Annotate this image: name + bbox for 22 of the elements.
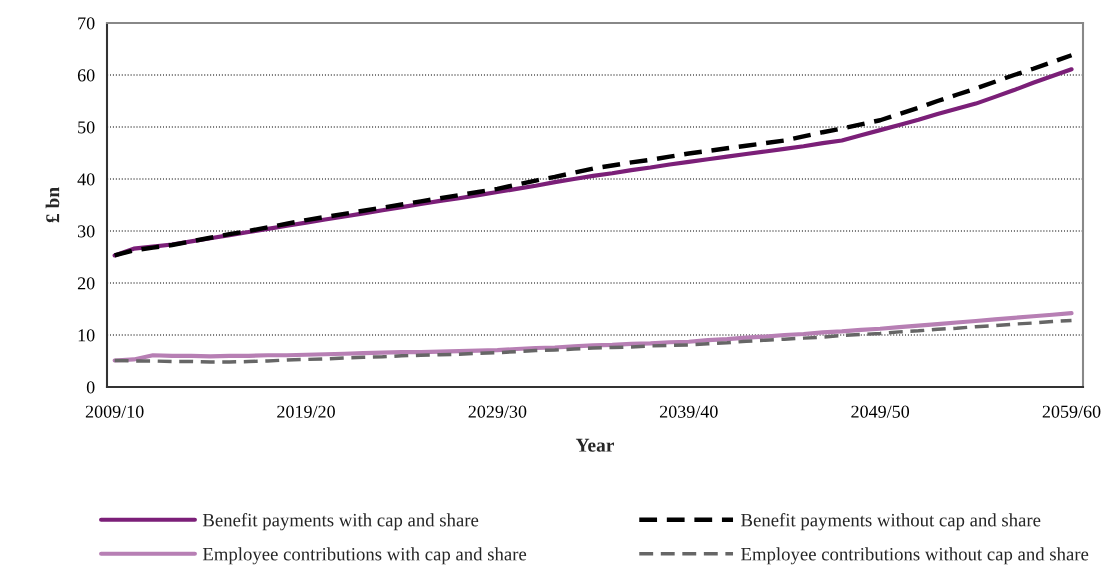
line-series <box>112 318 1074 364</box>
y-tick-label: 10 <box>78 329 95 342</box>
y-tick-label: 0 <box>86 381 95 394</box>
y-tick-label: 70 <box>78 17 95 30</box>
y-axis-title: £ bn <box>45 187 60 223</box>
y-tick-label: 20 <box>77 277 95 290</box>
x-tick-label: 2009/10 <box>85 405 144 418</box>
legend-label: Employee contributions with cap and share <box>202 547 527 565</box>
x-tick-label: 2029/30 <box>468 405 527 418</box>
legend-label: Employee contributions without cap and share <box>741 547 1089 565</box>
x-tick-label: 2049/50 <box>851 405 910 418</box>
legend-label: Benefit payments without cap and share <box>741 513 1041 531</box>
legend-label: Benefit payments with cap and share <box>202 513 479 531</box>
x-tick-label: 2019/20 <box>277 405 335 418</box>
line-series <box>112 311 1074 363</box>
x-tick-label: 2039/40 <box>659 405 718 418</box>
x-tick-label: 2059/60 <box>1042 405 1101 418</box>
y-tick-label: 30 <box>78 225 95 238</box>
y-tick-label: 40 <box>77 173 95 186</box>
y-tick-label: 60 <box>77 69 95 82</box>
y-tick-label: 50 <box>78 121 95 134</box>
x-axis-title: Year <box>575 438 615 452</box>
